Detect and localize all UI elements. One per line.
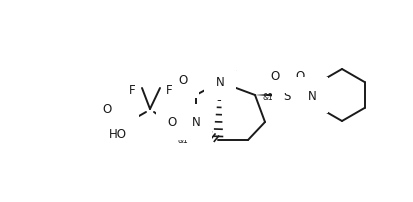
Text: O: O bbox=[271, 69, 280, 82]
Text: HO: HO bbox=[109, 127, 127, 140]
Text: N: N bbox=[308, 89, 316, 102]
Text: O: O bbox=[295, 69, 305, 82]
Text: O: O bbox=[178, 74, 188, 87]
Text: &1: &1 bbox=[178, 135, 189, 144]
Text: &1: &1 bbox=[263, 93, 274, 102]
Text: O: O bbox=[102, 103, 112, 116]
Text: O: O bbox=[167, 116, 177, 129]
Text: F: F bbox=[129, 84, 136, 97]
Text: N: N bbox=[192, 116, 200, 129]
Text: N: N bbox=[216, 76, 224, 89]
Polygon shape bbox=[255, 93, 283, 98]
Text: &1: &1 bbox=[227, 64, 238, 73]
Text: S: S bbox=[283, 89, 291, 102]
Text: F: F bbox=[166, 84, 173, 97]
